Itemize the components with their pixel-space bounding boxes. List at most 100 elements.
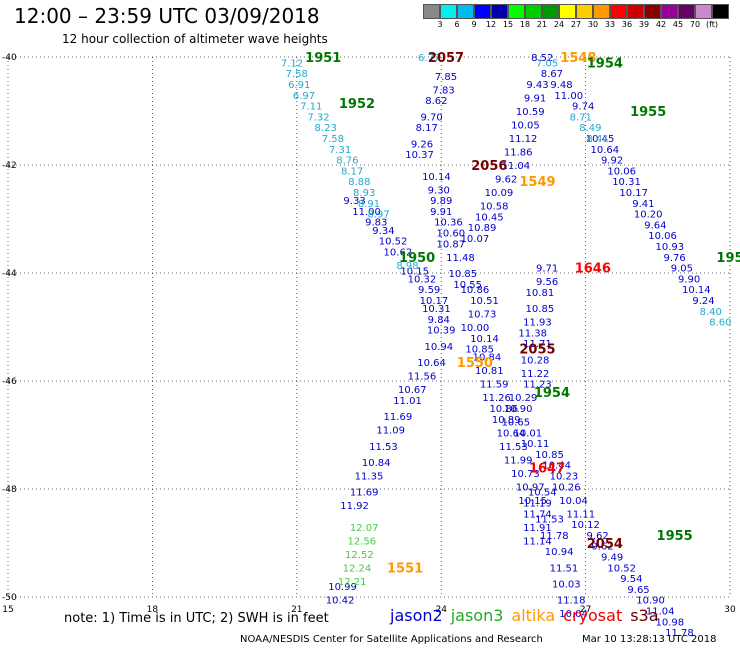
color-scale-label: 33	[604, 20, 616, 29]
data-point-label: 10.98	[656, 617, 685, 628]
data-point-label: 11.00	[554, 91, 583, 102]
time-label: 1550	[457, 356, 493, 371]
data-point-label: 11.69	[384, 412, 413, 423]
data-point-label: 7.05	[536, 58, 558, 69]
color-scale-labels: 3 6 9 12 15 18 21 24 27 30 33 36 39 42 45 70 (ft)	[423, 20, 729, 32]
data-point-label: 10.81	[526, 288, 555, 299]
data-point-label: 10.05	[511, 121, 540, 132]
data-point-label: 6.97	[293, 91, 315, 102]
color-scale-label: 24	[553, 20, 565, 29]
data-point-label: 8.41	[587, 134, 609, 145]
data-point-label: 8.67	[541, 69, 563, 80]
color-scale-label: 6	[454, 20, 460, 29]
data-point-label: 7.31	[329, 145, 351, 156]
time-label: 1646	[575, 262, 611, 277]
data-point-label: 10.90	[636, 596, 665, 607]
time-label: 1548	[560, 51, 596, 66]
data-point-label: 11.99	[504, 455, 533, 466]
data-point-label: 10.01	[514, 428, 543, 439]
color-scale-label: 45	[672, 20, 684, 29]
color-scale-cell	[576, 4, 593, 19]
color-scale-label: 36	[621, 20, 633, 29]
data-point-label: 11.14	[523, 536, 552, 547]
data-point-label: 10.51	[470, 296, 499, 307]
y-tick-label: -50	[2, 593, 17, 603]
color-scale-label: 42	[655, 20, 667, 29]
data-point-label: 8.49	[579, 123, 601, 134]
time-label: 2054	[587, 537, 623, 552]
data-point-label: 11.38	[518, 328, 547, 339]
data-point-label: 11.53	[369, 442, 398, 453]
data-point-label: 11.12	[509, 134, 538, 145]
data-point-label: 11.00	[352, 207, 381, 218]
data-point-label: 10.67	[398, 385, 427, 396]
data-point-label: 8.62	[425, 96, 447, 107]
data-point-label: 8.17	[416, 123, 438, 134]
color-scale-label: 12	[485, 20, 497, 29]
data-point-label: 8.76	[336, 156, 358, 167]
data-point-label: 11.04	[501, 161, 530, 172]
data-point-label: 8.52	[531, 53, 553, 64]
data-point-label: 9.62	[591, 542, 613, 553]
data-point-label: 10.06	[607, 166, 636, 177]
data-point-label: 8.71	[570, 112, 592, 123]
data-point-label: 6.77	[418, 53, 440, 64]
data-point-label: 10.84	[473, 353, 502, 364]
axis-ticks: 15 18 21 24 27 30 -40 -42 -44 -46 -48 -50	[2, 53, 736, 615]
data-point-label: 9.91	[430, 207, 452, 218]
data-point-label: 7.58	[286, 69, 308, 80]
data-point-label: 7.11	[300, 102, 322, 113]
data-point-label: 11.92	[340, 501, 369, 512]
data-point-label: 10.87	[437, 239, 466, 250]
data-point-label: 11.09	[376, 426, 405, 437]
data-point-label: 9.48	[550, 80, 572, 91]
data-point-label: 10.94	[424, 342, 453, 353]
data-point-label: 10.85	[535, 450, 564, 461]
data-point-label: 9.62	[495, 175, 517, 186]
time-labels: 1951195220572056154819541955154919501646…	[305, 51, 740, 576]
data-point-label: 10.90	[504, 404, 533, 415]
color-scale-bar	[423, 4, 729, 19]
data-point-label: 10.97	[516, 482, 545, 493]
data-point-label: 10.89	[492, 415, 521, 426]
data-point-label: 7.12	[281, 58, 303, 69]
data-point-label: 10.85	[465, 345, 494, 356]
color-scale-label: 3	[437, 20, 443, 29]
data-point-label: 10.84	[362, 458, 391, 469]
color-scale-cell	[440, 4, 457, 19]
data-point-label: 9.62	[587, 531, 609, 542]
data-point-label: 9.49	[601, 553, 623, 564]
data-point-label: 9.65	[627, 585, 649, 596]
data-point-label: 11.23	[523, 380, 552, 391]
data-point-label: 9.41	[632, 199, 654, 210]
data-point-label: 10.23	[550, 472, 579, 483]
data-point-label: 11.01	[393, 396, 422, 407]
color-scale-cell	[695, 4, 712, 19]
color-scale-cell	[542, 4, 559, 19]
data-point-label: 9.91	[524, 94, 546, 105]
color-scale-label: 21	[536, 20, 548, 29]
time-label: 1647	[529, 461, 565, 476]
data-point-label: 10.31	[612, 177, 641, 188]
data-point-label: 10.04	[559, 609, 588, 620]
data-point-label: 10.15	[518, 496, 547, 507]
data-point-label: 8.93	[353, 188, 375, 199]
chart-subtitle: 12 hour collection of altimeter wave hei…	[62, 32, 328, 46]
data-point-label: 8.97	[367, 210, 389, 221]
color-scale-label: 30	[587, 20, 599, 29]
color-scale-cell	[678, 4, 695, 19]
data-point-label: 11.04	[646, 607, 675, 618]
data-point-label: 9.26	[411, 139, 433, 150]
y-tick-label: -48	[2, 485, 17, 495]
credit-line: NOAA/NESDIS Center for Satellite Applica…	[240, 634, 543, 645]
data-point-label: 10.89	[468, 223, 497, 234]
color-scale-cell	[593, 4, 610, 19]
data-point-label: 9.24	[692, 296, 714, 307]
time-label: 195	[716, 251, 740, 266]
data-point-label: 11.26	[482, 393, 511, 404]
data-point-label: 10.81	[475, 366, 504, 377]
data-point-label: 11.78	[665, 628, 694, 639]
legend-entry: jason3	[450, 606, 504, 625]
data-point-label: 10.09	[485, 188, 514, 199]
